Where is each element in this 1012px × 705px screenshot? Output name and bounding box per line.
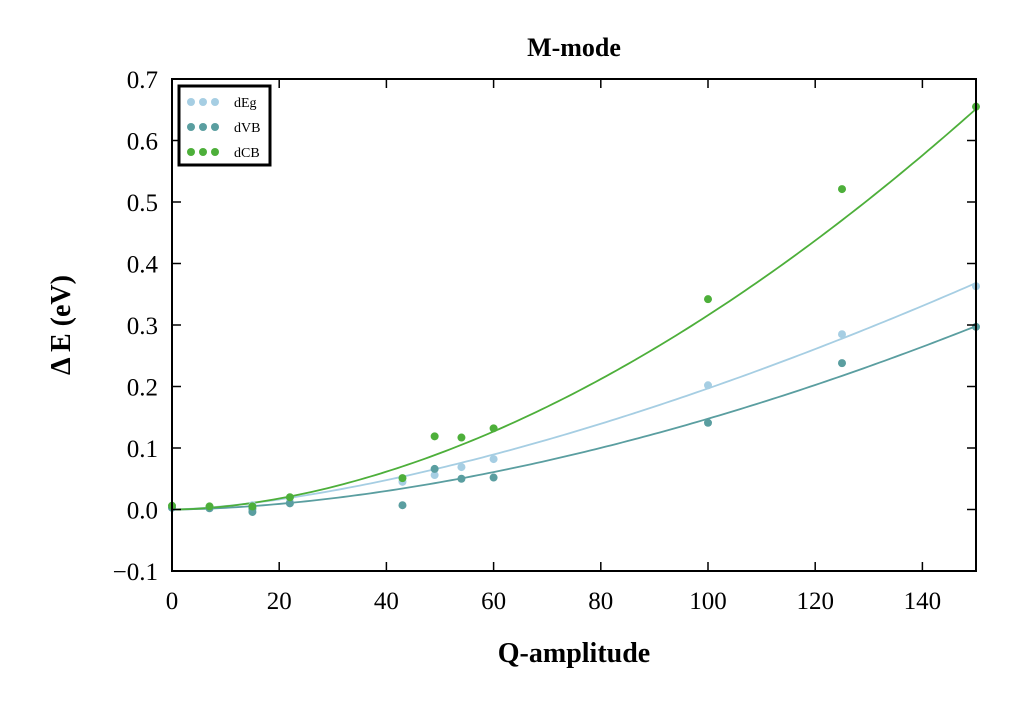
x-tick-label: 20 <box>267 588 292 615</box>
legend-marker-deg <box>211 98 219 106</box>
legend-marker-dcb <box>187 148 195 156</box>
y-tick-label: 0.5 <box>127 190 158 217</box>
x-tick-label: 40 <box>374 588 399 615</box>
x-tick-label: 100 <box>689 588 727 615</box>
point-dvb <box>398 501 407 510</box>
legend-marker-deg <box>187 98 195 106</box>
legend-marker-dcb <box>199 148 207 156</box>
fit-line-deg <box>171 282 977 511</box>
point-deg <box>489 455 498 464</box>
x-tick-label: 60 <box>481 588 506 615</box>
x-axis-label: Q-amplitude <box>498 638 650 669</box>
y-tick-label: 0.1 <box>127 436 158 463</box>
y-tick-label: 0.2 <box>127 375 158 402</box>
y-tick-label: 0.6 <box>127 129 158 156</box>
point-dcb <box>285 493 294 502</box>
legend-marker-deg <box>199 98 207 106</box>
y-tick-label: 0.3 <box>127 313 158 340</box>
fit-line-dvb <box>171 325 977 511</box>
point-deg <box>704 381 712 390</box>
point-dcb <box>489 424 498 433</box>
legend-marker-dvb <box>211 123 219 131</box>
x-tick-label: 120 <box>796 588 834 615</box>
legend: dEg dVB dCB <box>177 84 272 167</box>
point-dcb <box>205 502 214 511</box>
point-dvb <box>704 418 712 427</box>
legend-marker-dcb <box>211 148 219 156</box>
legend-label-dcb: dCB <box>234 146 260 161</box>
point-dcb <box>248 502 257 511</box>
axis-ticks: 0 20 40 60 80 100 120 140 −0.1 0.0 0.1 0.2 0.3 0.4 0.5… <box>113 67 976 615</box>
plot-frame <box>171 78 977 572</box>
point-dcb <box>430 432 439 441</box>
legend-marker-dvb <box>187 123 195 131</box>
point-dvb <box>489 473 498 482</box>
x-tick-label: 140 <box>904 588 942 615</box>
point-dvb <box>430 464 439 473</box>
legend-marker-dvb <box>199 123 207 131</box>
fit-line-dcb <box>171 108 977 511</box>
point-dcb <box>398 474 407 483</box>
point-dvb <box>285 499 294 508</box>
legend-label-dvb: dVB <box>234 121 260 136</box>
point-dvb <box>248 507 257 516</box>
point-deg <box>838 330 846 339</box>
point-dcb <box>704 295 712 304</box>
point-dvb <box>457 474 466 483</box>
point-dvb <box>838 359 846 368</box>
y-tick-label: −0.1 <box>113 559 158 586</box>
legend-label-deg: dEg <box>234 96 257 111</box>
y-tick-label: 0.0 <box>127 498 158 525</box>
x-tick-label: 0 <box>166 588 179 615</box>
y-axis-label: Δ E (eV) <box>46 275 77 375</box>
y-tick-label: 0.4 <box>127 252 159 279</box>
fit-lines <box>171 108 977 511</box>
x-tick-label: 80 <box>588 588 613 615</box>
point-dcb <box>457 433 466 442</box>
point-deg <box>430 471 439 480</box>
y-tick-label: 0.7 <box>127 67 158 94</box>
chart-title: M-mode <box>527 33 621 62</box>
point-dcb <box>838 185 846 194</box>
data-points <box>168 102 980 516</box>
point-deg <box>457 463 466 472</box>
